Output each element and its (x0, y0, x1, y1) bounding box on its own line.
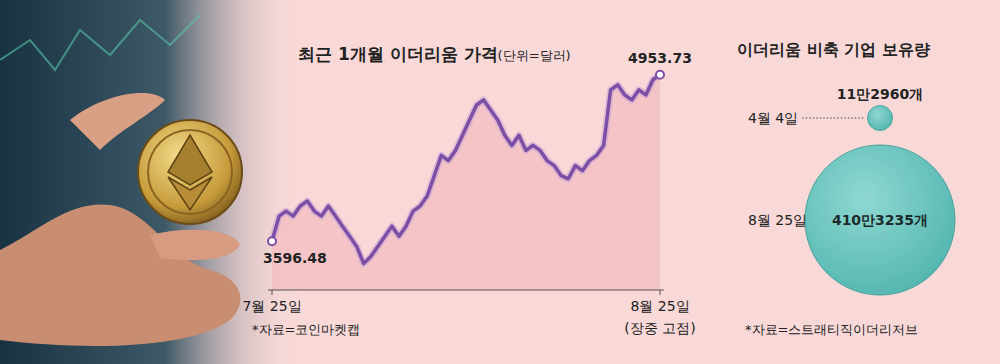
plot (272, 75, 660, 290)
title: 최근 1개월 이더리움 가격(단위=달러) (298, 44, 571, 64)
x-axis (268, 289, 664, 290)
bubble (805, 145, 955, 295)
subtitle: (단위=달러) (498, 48, 571, 63)
data-label: 4953.73 (628, 50, 692, 66)
data-label: 410만3235개 (832, 212, 928, 228)
background (0, 0, 1000, 364)
line (272, 75, 660, 264)
leader-line (802, 118, 863, 119)
x-tick (660, 290, 661, 295)
x-tick (272, 290, 273, 295)
area (272, 75, 660, 290)
category-label: 4월 4일 (748, 110, 798, 126)
source: *자료=스트래티직이더리저브 (745, 322, 918, 337)
title: 이더리움 비축 기업 보유량 (737, 40, 930, 59)
bubble-chart: 이더리움 비축 기업 보유량 4월 4일 11만2960개 8월 25일 410만323… (737, 40, 955, 337)
coin-rim (148, 130, 232, 214)
eth-top (168, 135, 212, 185)
data-label: 3596.48 (263, 250, 327, 266)
thumb (150, 230, 240, 260)
end-marker (656, 71, 664, 79)
title-text: 최근 1개월 이더리움 가격 (298, 44, 498, 64)
data-label: 11만2960개 (837, 86, 923, 102)
x-tick-label: 8월 25일 (630, 298, 689, 314)
photo-chart-line (0, 15, 200, 70)
eth-bottom (168, 177, 212, 210)
bubble (868, 106, 893, 131)
x-tick-label: 7월 25일 (242, 298, 301, 314)
end-marker (268, 237, 276, 245)
infographic: 최근 1개월 이더리움 가격(단위=달러) 7월 25일 8월 25일 (장중 고점)… (0, 0, 1000, 364)
line-chart: 최근 1개월 이더리움 가격(단위=달러) 7월 25일 8월 25일 (장중 고점)… (242, 44, 695, 337)
annotation: (장중 고점) (624, 320, 695, 336)
source: *자료=코인마켓캡 (252, 322, 360, 337)
hand (0, 204, 240, 346)
coin (138, 120, 242, 224)
line-glow (272, 75, 660, 264)
category-label: 8월 25일 (748, 212, 807, 228)
